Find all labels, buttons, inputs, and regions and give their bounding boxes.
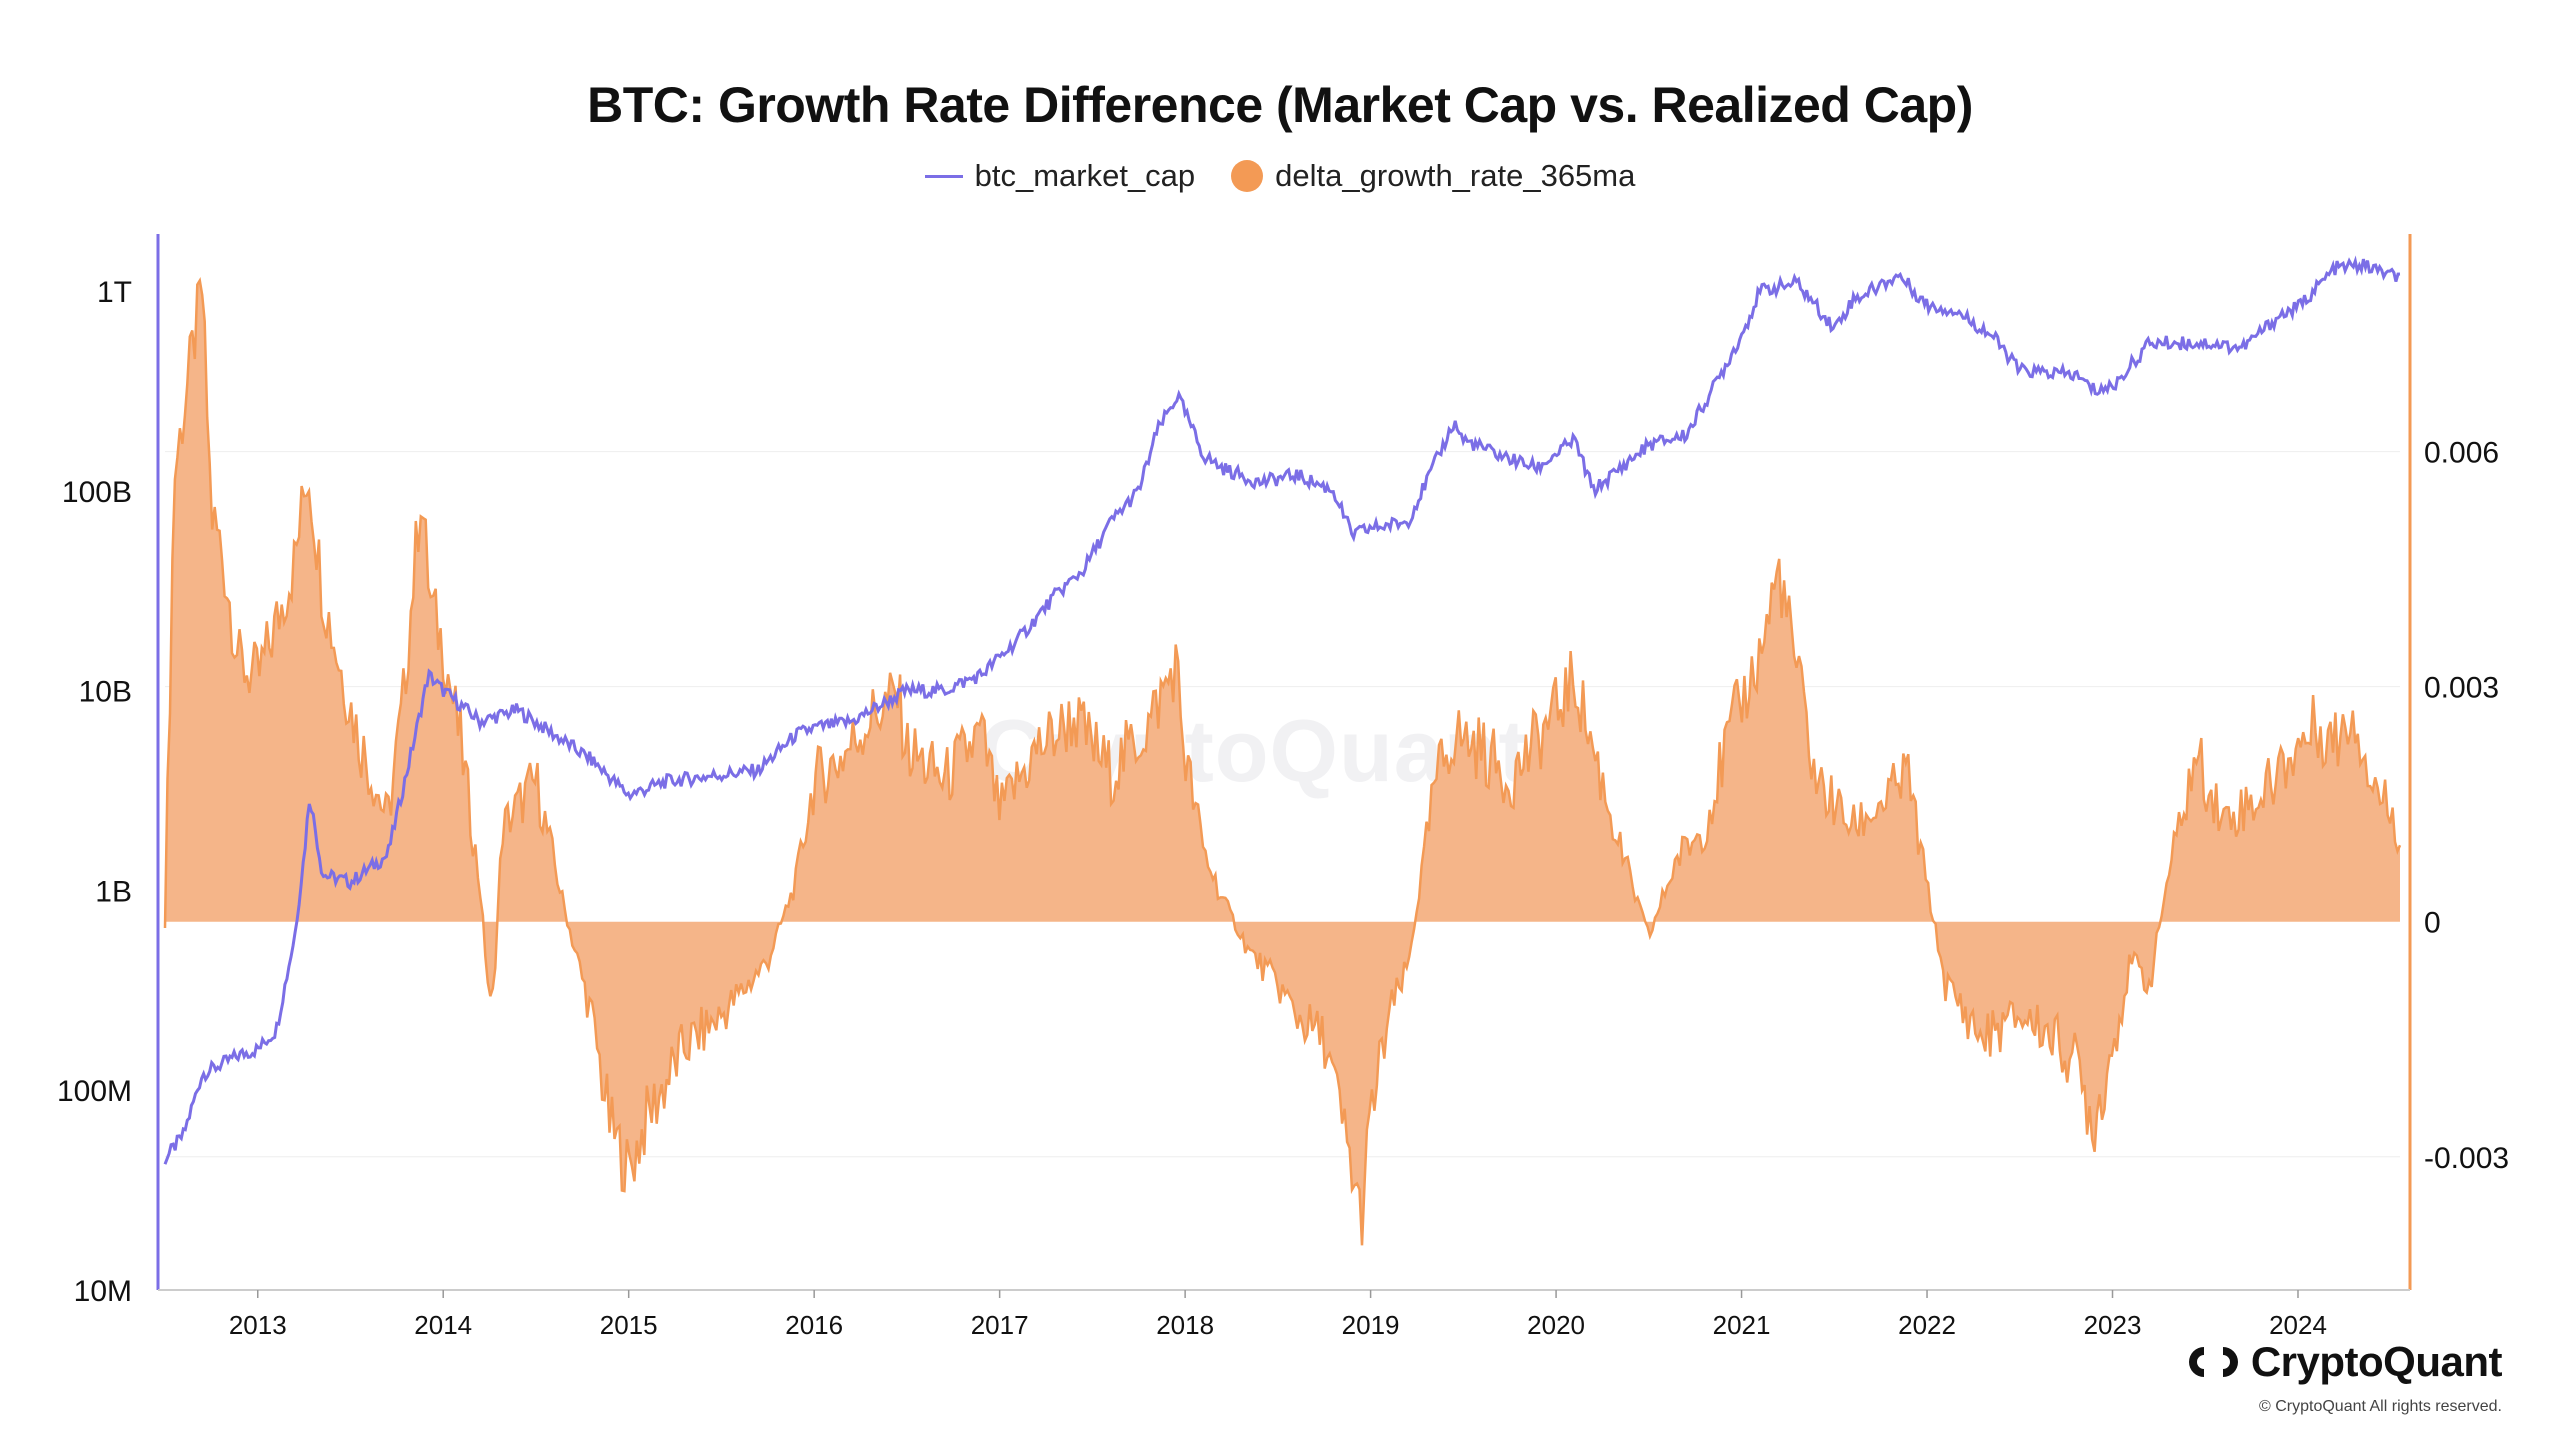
x-tick-label: 2019: [1342, 1310, 1400, 1340]
x-tick-label: 2018: [1156, 1310, 1214, 1340]
x-tick-label: 2017: [971, 1310, 1029, 1340]
dot-swatch-icon: [1231, 160, 1264, 192]
x-tick-label: 2020: [1527, 1310, 1585, 1340]
growth-rate-line: [163, 276, 2402, 1246]
left-tick-label: 100B: [62, 476, 132, 509]
market-cap-line: [163, 255, 2401, 1165]
axes: 10M 100M 1B 10B 100B 1T -0.003 0 0.003 0.006 2013 2…: [57, 234, 2509, 1340]
right-tick-label: 0.006: [2424, 437, 2499, 470]
legend-label-market-cap: btc_market_cap: [974, 158, 1196, 193]
x-tick-label: 2021: [1713, 1310, 1771, 1340]
brand-logo: CryptoQuant: [2187, 1338, 2503, 1386]
line-swatch-icon: [924, 174, 963, 178]
brand-copyright: © CryptoQuant All rights reserved.: [2259, 1398, 2502, 1415]
brand-name: CryptoQuant: [2250, 1338, 2503, 1385]
growth-rate-area: [165, 280, 2400, 1246]
legend-item-market-cap[interactable]: btc_market_cap: [924, 158, 1196, 194]
x-tick-label: 2023: [2084, 1310, 2142, 1340]
x-tick-label: 2022: [1898, 1310, 1956, 1340]
growth-area-group: [163, 276, 2402, 1246]
right-tick-label: 0: [2424, 907, 2441, 940]
left-tick-label: 1T: [97, 276, 132, 309]
x-tick-label: 2014: [414, 1310, 472, 1340]
x-tick-label: 2024: [2269, 1310, 2327, 1340]
legend-label-growth-rate: delta_growth_rate_365ma: [1275, 158, 1636, 193]
legend: btc_market_cap delta_growth_rate_365ma: [0, 158, 2560, 194]
legend-item-growth-rate[interactable]: delta_growth_rate_365ma: [1231, 158, 1635, 194]
left-tick-label: 10B: [79, 676, 132, 709]
cryptoquant-logo-icon: [2188, 1347, 2238, 1377]
x-tick-label: 2013: [229, 1310, 287, 1340]
market-cap-line-group: [163, 255, 2401, 1165]
left-tick-label: 10M: [74, 1275, 132, 1308]
right-tick-label: -0.003: [2424, 1142, 2509, 1175]
chart-title: BTC: Growth Rate Difference (Market Cap …: [587, 77, 1973, 133]
x-tick-label: 2016: [785, 1310, 843, 1340]
left-tick-label: 100M: [57, 1075, 132, 1108]
gridlines: [165, 451, 2400, 1158]
left-tick-label: 1B: [95, 875, 132, 908]
x-tick-label: 2015: [600, 1310, 658, 1340]
right-tick-label: 0.003: [2424, 672, 2499, 705]
